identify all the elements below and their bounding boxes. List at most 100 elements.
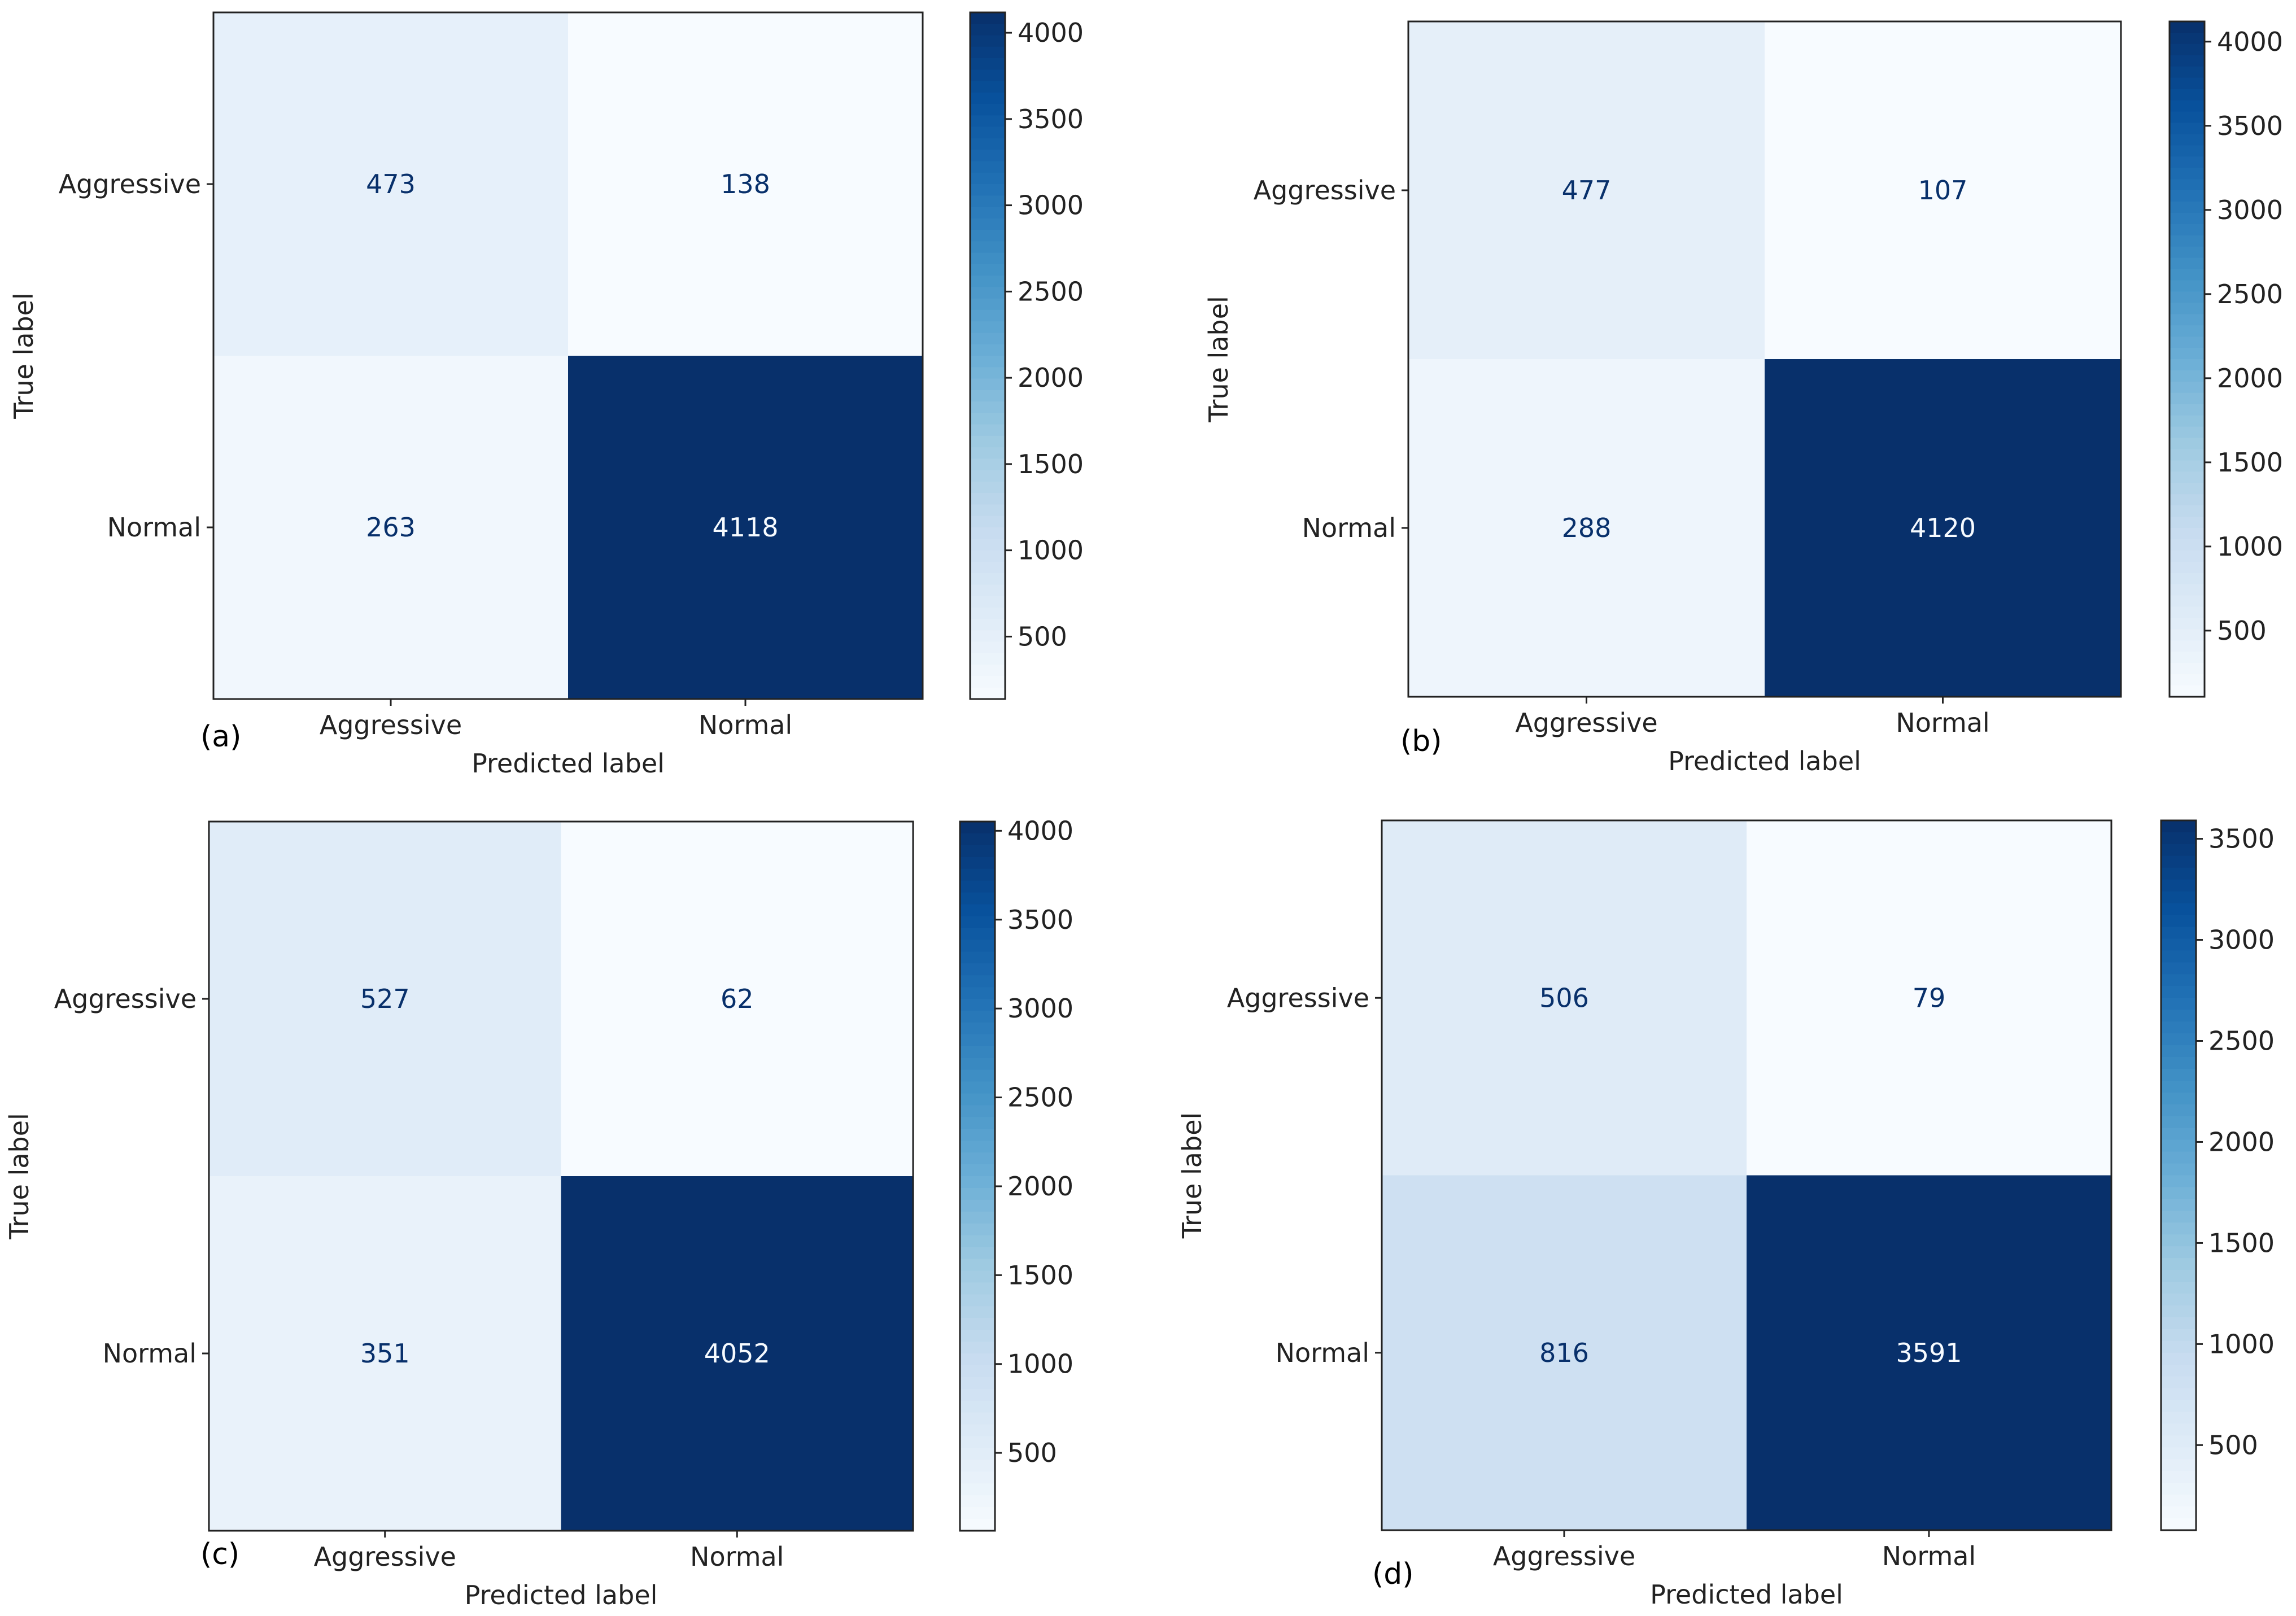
colorbar-segment bbox=[960, 868, 995, 881]
matrix-cell bbox=[209, 1176, 561, 1531]
colorbar-segment bbox=[960, 916, 995, 929]
colorbar-tick-label: 1500 bbox=[1018, 449, 1084, 479]
y-axis-label: True label bbox=[8, 292, 39, 420]
cell-value-label: 4120 bbox=[1910, 513, 1976, 543]
y-axis-label: True label bbox=[4, 1113, 34, 1240]
colorbar-segment bbox=[970, 481, 1005, 494]
colorbar-segment bbox=[2161, 832, 2196, 845]
colorbar-segment bbox=[2170, 539, 2205, 551]
colorbar-segment bbox=[2161, 1246, 2196, 1259]
colorbar-segment bbox=[2161, 1305, 2196, 1318]
colorbar-tick-label: 3000 bbox=[1007, 993, 1073, 1024]
colorbar-segment bbox=[2161, 974, 2196, 987]
colorbar-segment bbox=[960, 999, 995, 1011]
matrix-cell bbox=[213, 356, 568, 699]
confusion-matrix-panel-c: 527 62 351 4052 Aggressive Normal Aggressive No… bbox=[4, 815, 1073, 1610]
colorbar-segment bbox=[2161, 1459, 2196, 1472]
colorbar-segment bbox=[2170, 573, 2205, 585]
colorbar-segment bbox=[970, 630, 1005, 643]
colorbar-segment bbox=[2161, 844, 2196, 857]
colorbar-segment bbox=[960, 1223, 995, 1236]
colorbar-tick-label: 500 bbox=[2208, 1430, 2258, 1460]
colorbar-segment bbox=[960, 940, 995, 953]
colorbar-segment bbox=[2170, 201, 2205, 213]
colorbar-segment bbox=[2170, 685, 2205, 697]
colorbar-segment bbox=[960, 1412, 995, 1425]
colorbar-segment bbox=[970, 69, 1005, 82]
colorbar-segment bbox=[970, 298, 1005, 311]
colorbar-tick-label: 3000 bbox=[2217, 195, 2283, 225]
colorbar-segment bbox=[2161, 1317, 2196, 1330]
colorbar-segment bbox=[970, 241, 1005, 254]
colorbar-segment bbox=[960, 1199, 995, 1212]
cell-value-label: 527 bbox=[360, 984, 410, 1014]
colorbar-segment bbox=[960, 987, 995, 999]
y-axis-label: True label bbox=[1203, 296, 1234, 423]
colorbar-segment bbox=[2170, 100, 2205, 112]
colorbar-segment bbox=[2161, 1471, 2196, 1484]
matrix-cell bbox=[568, 12, 923, 356]
matrix-frame bbox=[1381, 819, 2112, 1531]
colorbar-tick-label: 1500 bbox=[2208, 1228, 2275, 1258]
colorbar-segment bbox=[970, 287, 1005, 299]
colorbar-segment bbox=[960, 1176, 995, 1189]
colorbar-tick-label: 2000 bbox=[2217, 363, 2283, 394]
colorbar-segment bbox=[970, 81, 1005, 93]
y-tick-label: Normal bbox=[1302, 513, 1396, 543]
colorbar-segment bbox=[2170, 561, 2205, 574]
colorbar-segment bbox=[970, 367, 1005, 379]
colorbar-segment bbox=[2161, 1139, 2196, 1152]
colorbar-segment bbox=[970, 172, 1005, 185]
colorbar-segment bbox=[2161, 1045, 2196, 1058]
colorbar-segment bbox=[2170, 348, 2205, 360]
colorbar-segment bbox=[960, 880, 995, 893]
colorbar-segment bbox=[2161, 879, 2196, 892]
colorbar-segment bbox=[2170, 134, 2205, 146]
colorbar-tick-label: 500 bbox=[1018, 621, 1067, 652]
colorbar-segment bbox=[970, 126, 1005, 139]
colorbar-segment bbox=[970, 24, 1005, 36]
colorbar-segment bbox=[970, 12, 1005, 25]
colorbar-segment bbox=[970, 619, 1005, 631]
colorbar-segment bbox=[970, 92, 1005, 105]
colorbar-segment bbox=[970, 276, 1005, 288]
colorbar-segment bbox=[960, 845, 995, 858]
colorbar-segment bbox=[2161, 1163, 2196, 1176]
x-tick-label: Normal bbox=[1882, 1541, 1976, 1571]
cell-value-label: 4052 bbox=[704, 1338, 770, 1369]
colorbar-tick-label: 1500 bbox=[2217, 447, 2283, 478]
colorbar-segment bbox=[970, 58, 1005, 71]
cell-value-label: 506 bbox=[1539, 982, 1589, 1013]
colorbar-segment bbox=[2170, 269, 2205, 281]
colorbar-segment bbox=[960, 1270, 995, 1283]
colorbar-segment bbox=[2161, 1400, 2196, 1413]
y-tick-label: Aggressive bbox=[59, 169, 201, 199]
colorbar-tick-label: 3500 bbox=[2217, 111, 2283, 141]
colorbar-segment bbox=[2161, 1352, 2196, 1365]
colorbar-segment bbox=[2161, 891, 2196, 904]
colorbar-segment bbox=[2161, 1187, 2196, 1200]
colorbar-segment bbox=[960, 1400, 995, 1413]
colorbar-segment bbox=[2161, 950, 2196, 963]
matrix-cell bbox=[1382, 1175, 1747, 1530]
colorbar-segment bbox=[2170, 224, 2205, 236]
colorbar-segment bbox=[2161, 1329, 2196, 1342]
colorbar-segment bbox=[2161, 927, 2196, 940]
x-axis-label: Predicted label bbox=[1668, 746, 1861, 776]
colorbar-segment bbox=[960, 1117, 995, 1130]
matrix-cell bbox=[561, 822, 913, 1176]
colorbar-segment bbox=[960, 1046, 995, 1059]
colorbar-tick-label: 4000 bbox=[1018, 18, 1084, 48]
panel-label: (c) bbox=[200, 1538, 239, 1571]
colorbar-segment bbox=[2161, 915, 2196, 928]
colorbar-segment bbox=[960, 1507, 995, 1520]
x-tick-label: Aggressive bbox=[320, 710, 462, 740]
colorbar-segment bbox=[970, 424, 1005, 436]
colorbar-segment bbox=[960, 1388, 995, 1401]
colorbar-segment bbox=[970, 504, 1005, 517]
colorbar-segment bbox=[2170, 145, 2205, 158]
cell-value-label: 107 bbox=[1918, 175, 1968, 206]
colorbar-segment bbox=[2170, 168, 2205, 180]
colorbar-segment bbox=[2170, 381, 2205, 394]
colorbar-segment bbox=[960, 833, 995, 846]
